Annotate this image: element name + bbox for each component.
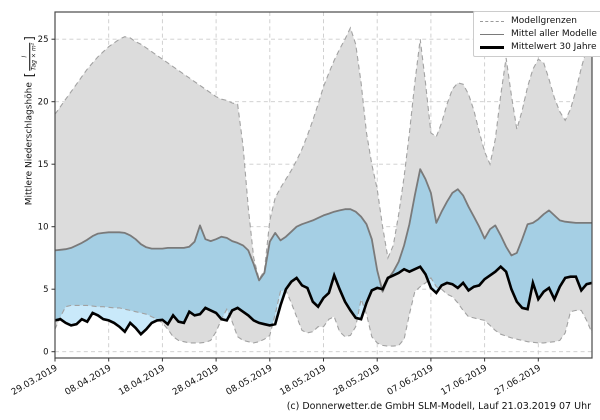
y-tick-label: 25 — [38, 35, 49, 45]
x-tick-label: 17.06.2019 — [439, 363, 489, 398]
x-tick-label: 28.05.2019 — [332, 363, 382, 398]
y-tick-label: 5 — [43, 285, 48, 295]
legend-item-mittel-aller-modelle: Mittel aller Modelle — [480, 29, 597, 39]
y-tick-label: 10 — [38, 223, 49, 233]
y-axis-title-text: Mittlere Niederschlagshöhe — [24, 82, 34, 206]
unit-numerator: l — [20, 55, 29, 58]
y-axis-title: Mittlere Niederschlagshöhe [l Tag × m²] — [20, 35, 37, 207]
model-mean-line — [54, 168, 592, 293]
x-tick-label: 28.04.2019 — [171, 363, 221, 398]
x-tick-label: 18.05.2019 — [278, 363, 328, 398]
unit-bracket-close: ] — [22, 36, 36, 41]
y-tick-label: 20 — [38, 98, 49, 108]
unit-fraction: l Tag × m² — [20, 42, 37, 71]
legend-item-mittelwert-30-jahre: Mittelwert 30 Jahre — [480, 42, 597, 52]
x-tick-label: 27.06.2019 — [493, 363, 543, 398]
model-bound-lower-line — [54, 277, 593, 347]
unit-bracket-open: [ — [22, 72, 36, 78]
y-tick-label: 15 — [38, 160, 49, 170]
y-tick-label: 0 — [43, 348, 48, 358]
x-tick-label: 18.04.2019 — [117, 363, 167, 398]
unit-denominator: Tag × m² — [28, 42, 37, 71]
legend-item-modellgrenzen: Modellgrenzen — [480, 16, 597, 26]
climate-mean-line — [54, 264, 593, 337]
x-tick-label: 29.03.2019 — [10, 363, 60, 398]
legend: Modellgrenzen Mittel aller Modelle Mitte… — [473, 11, 600, 57]
legend-label: Mittel aller Modelle — [511, 29, 597, 39]
black-line-sample-icon — [480, 45, 504, 49]
dashed-line-sample-icon — [480, 20, 504, 22]
x-tick-label: 07.06.2019 — [386, 363, 436, 398]
credit-text: (c) Donnerwetter.de GmbH SLM-Modell, Lau… — [286, 401, 591, 412]
gray-line-sample-icon — [480, 33, 504, 35]
model-bound-upper-line — [54, 26, 593, 281]
x-tick-label: 08.04.2019 — [64, 363, 114, 398]
legend-label: Mittelwert 30 Jahre — [511, 42, 597, 52]
legend-label: Modellgrenzen — [511, 16, 577, 26]
x-tick-label: 08.05.2019 — [225, 363, 275, 398]
